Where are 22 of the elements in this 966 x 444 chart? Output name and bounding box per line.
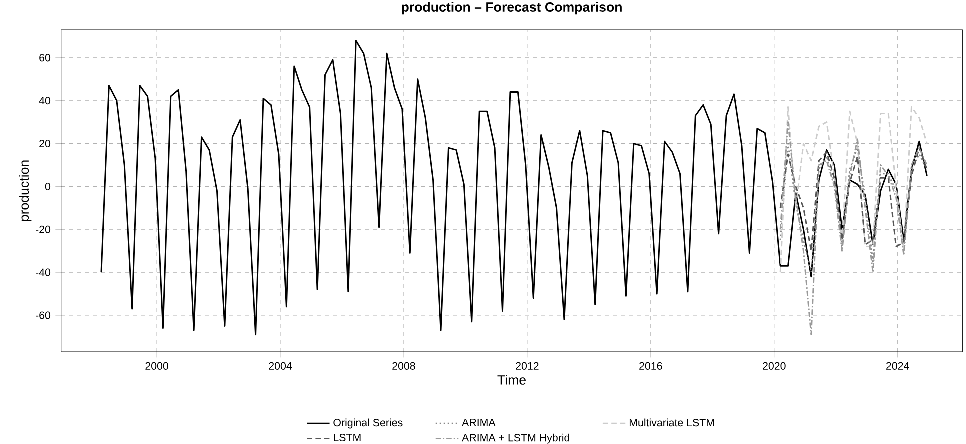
x-axis-title: Time [498, 375, 526, 385]
legend-label: LSTM [334, 434, 361, 442]
x-tick-label: 2000 [146, 362, 168, 370]
x-tick-label: 2024 [886, 362, 910, 370]
y-tick-label: 0 [45, 182, 51, 190]
legend-label: ARIMA + LSTM Hybrid [462, 434, 570, 444]
y-axis-title: production [19, 160, 32, 222]
y-tick-label: -40 [36, 268, 51, 276]
legend-label: ARIMA [462, 418, 496, 426]
y-tick-label: -20 [36, 226, 51, 234]
x-tick-label: 2012 [516, 362, 539, 370]
chart-title: production – Forecast Comparison [402, 2, 622, 15]
y-tick-label: 40 [39, 97, 51, 105]
y-tick-label: 20 [40, 140, 51, 148]
y-tick-label: -60 [36, 312, 51, 320]
x-tick-label: 2020 [763, 362, 786, 370]
x-tick-label: 2016 [640, 362, 662, 370]
y-tick-label: 60 [40, 54, 51, 62]
x-tick-label: 2008 [392, 362, 416, 370]
x-tick-label: 2004 [269, 362, 292, 370]
legend-label: Multivariate LSTM [630, 418, 714, 427]
legend-label: Original Series [334, 418, 403, 429]
